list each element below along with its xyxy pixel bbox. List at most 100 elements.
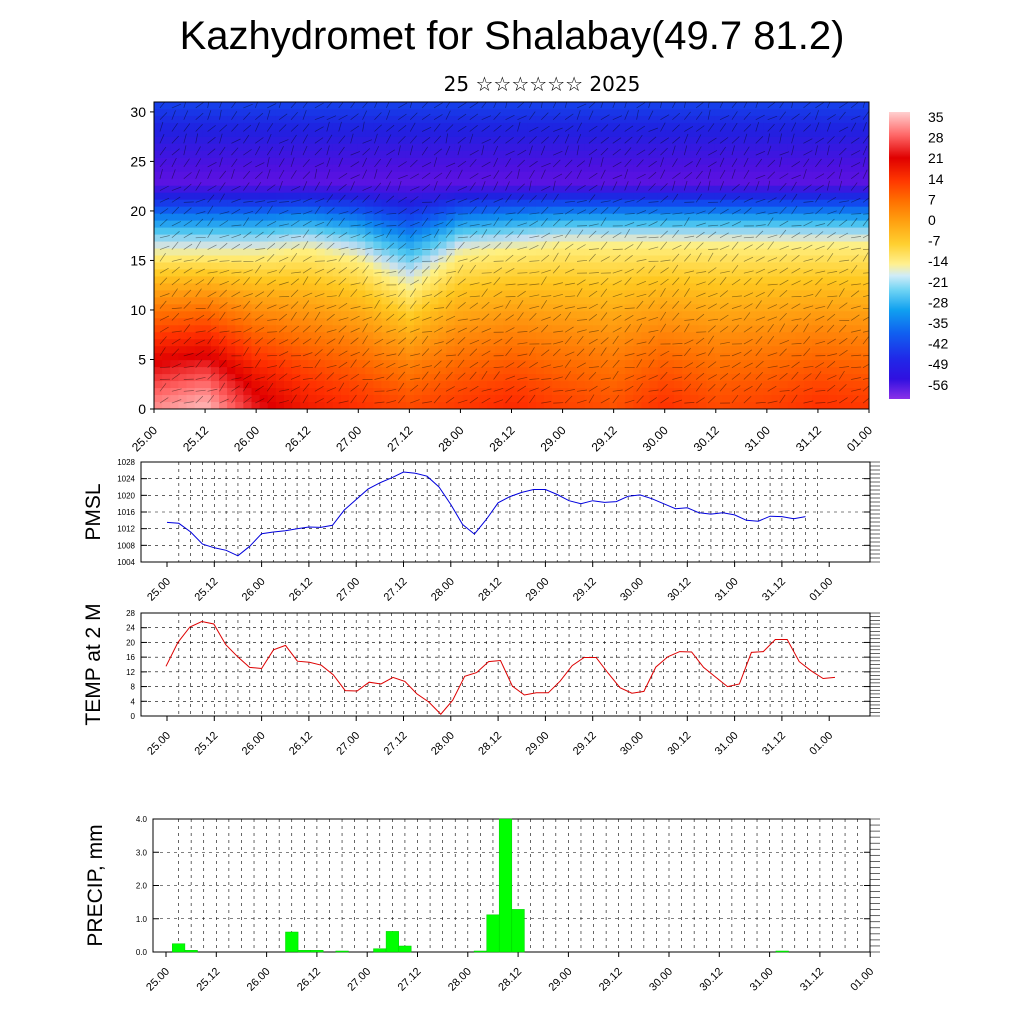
heatmap-cell (649, 353, 659, 361)
heatmap-cell (617, 171, 626, 180)
heatmap-cell (251, 346, 261, 354)
wind-barb (588, 372, 597, 380)
wind-barb (529, 126, 539, 132)
heatmap-cell (633, 304, 643, 312)
wind-barb (457, 264, 464, 274)
heatmap-cell (438, 332, 448, 340)
heatmap-cell (495, 290, 504, 298)
wind-barb (386, 372, 395, 380)
heatmap-cell (454, 381, 464, 389)
heatmap-cell (292, 346, 301, 354)
wind-barb (612, 293, 623, 298)
heatmap-cell (674, 255, 683, 264)
heatmap-cell (609, 388, 618, 396)
heatmap-cell (397, 178, 407, 187)
wind-barb (445, 276, 452, 286)
heatmap-cell (446, 150, 456, 159)
heatmap-cell (828, 234, 838, 243)
wind-barb (362, 306, 373, 309)
heatmap-cell (430, 213, 439, 222)
heatmap-cell (414, 269, 423, 278)
wind-barb (481, 301, 490, 309)
heatmap-cell (527, 332, 537, 340)
wind-barb (398, 196, 407, 203)
wind-barb (374, 376, 385, 380)
wind-barb (278, 124, 287, 132)
heatmap-cell (747, 360, 756, 368)
heatmap-cell (552, 367, 561, 375)
heatmap-cell (706, 339, 716, 347)
heatmap-cell (227, 206, 236, 215)
heatmap-cell (202, 374, 212, 382)
heatmap-cell (706, 297, 716, 305)
wind-barb (159, 134, 165, 144)
wind-barb (219, 260, 230, 262)
heatmap-cell (755, 367, 764, 375)
heatmap-cell (495, 136, 504, 145)
heatmap-cell (787, 206, 797, 215)
heatmap-cell (690, 402, 699, 409)
heatmap-cell (682, 136, 691, 145)
wind-barb (457, 258, 468, 262)
heatmap-cell (576, 339, 586, 347)
heatmap-cell (795, 102, 805, 110)
heatmap-cell (495, 297, 504, 305)
heatmap-cell (267, 150, 277, 159)
heatmap-cell (430, 102, 439, 110)
wind-barb (469, 223, 480, 227)
heatmap-cell (300, 262, 309, 271)
wind-barb (660, 147, 668, 156)
wind-barb (314, 260, 325, 262)
heatmap-cell (609, 178, 618, 187)
heatmap-cell (828, 248, 838, 257)
heatmap-cell (381, 220, 391, 229)
heatmap-cell (568, 367, 578, 375)
wind-barb (255, 337, 264, 345)
heatmap-cell (284, 220, 293, 229)
wind-barb (648, 183, 656, 191)
wind-barb (266, 382, 274, 392)
heatmap-cell (730, 234, 740, 243)
heatmap-cell (267, 108, 277, 117)
heatmap-cell (698, 129, 708, 138)
heatmap-cell (649, 311, 659, 319)
heatmap-cell (779, 255, 789, 264)
wind-barb (338, 288, 345, 298)
heatmap-cell (503, 157, 513, 166)
heatmap-cell (154, 290, 163, 298)
heatmap-cell (227, 262, 236, 271)
heatmap-cell (503, 185, 513, 194)
heatmap-cell (373, 185, 383, 194)
heatmap-cell (860, 171, 869, 180)
heatmap-cell (755, 374, 764, 382)
heatmap-cell (698, 171, 708, 180)
heatmap-cell (576, 255, 586, 264)
heatmap-cell (430, 171, 439, 180)
heatmap-cell (641, 381, 651, 389)
heatmap-cell (795, 367, 805, 375)
heatmap-cell (625, 311, 634, 319)
heatmap-cell (698, 360, 708, 368)
heatmap-cell (202, 402, 212, 409)
heatmap-cell (194, 276, 204, 285)
heatmap-cell (267, 395, 277, 403)
wind-barb (219, 157, 223, 168)
heatmap-cell (162, 269, 171, 278)
heatmap-cell (243, 199, 253, 208)
heatmap-cell (771, 283, 781, 291)
heatmap-cell (763, 241, 773, 250)
heatmap-cell (674, 367, 683, 375)
heatmap-cell (267, 346, 277, 354)
wind-barb (397, 180, 402, 191)
heatmap-cell (649, 325, 659, 333)
heatmap-cell (243, 311, 253, 319)
heatmap-cell (511, 129, 521, 138)
heatmap-cell (340, 241, 350, 250)
heatmap-cell (511, 276, 521, 285)
wind-barb (529, 312, 537, 321)
heatmap-cell (389, 129, 399, 138)
heatmap-cell (479, 381, 488, 389)
heatmap-cell (454, 192, 464, 201)
heatmap-cell (170, 178, 179, 187)
heatmap-cell (275, 157, 285, 166)
